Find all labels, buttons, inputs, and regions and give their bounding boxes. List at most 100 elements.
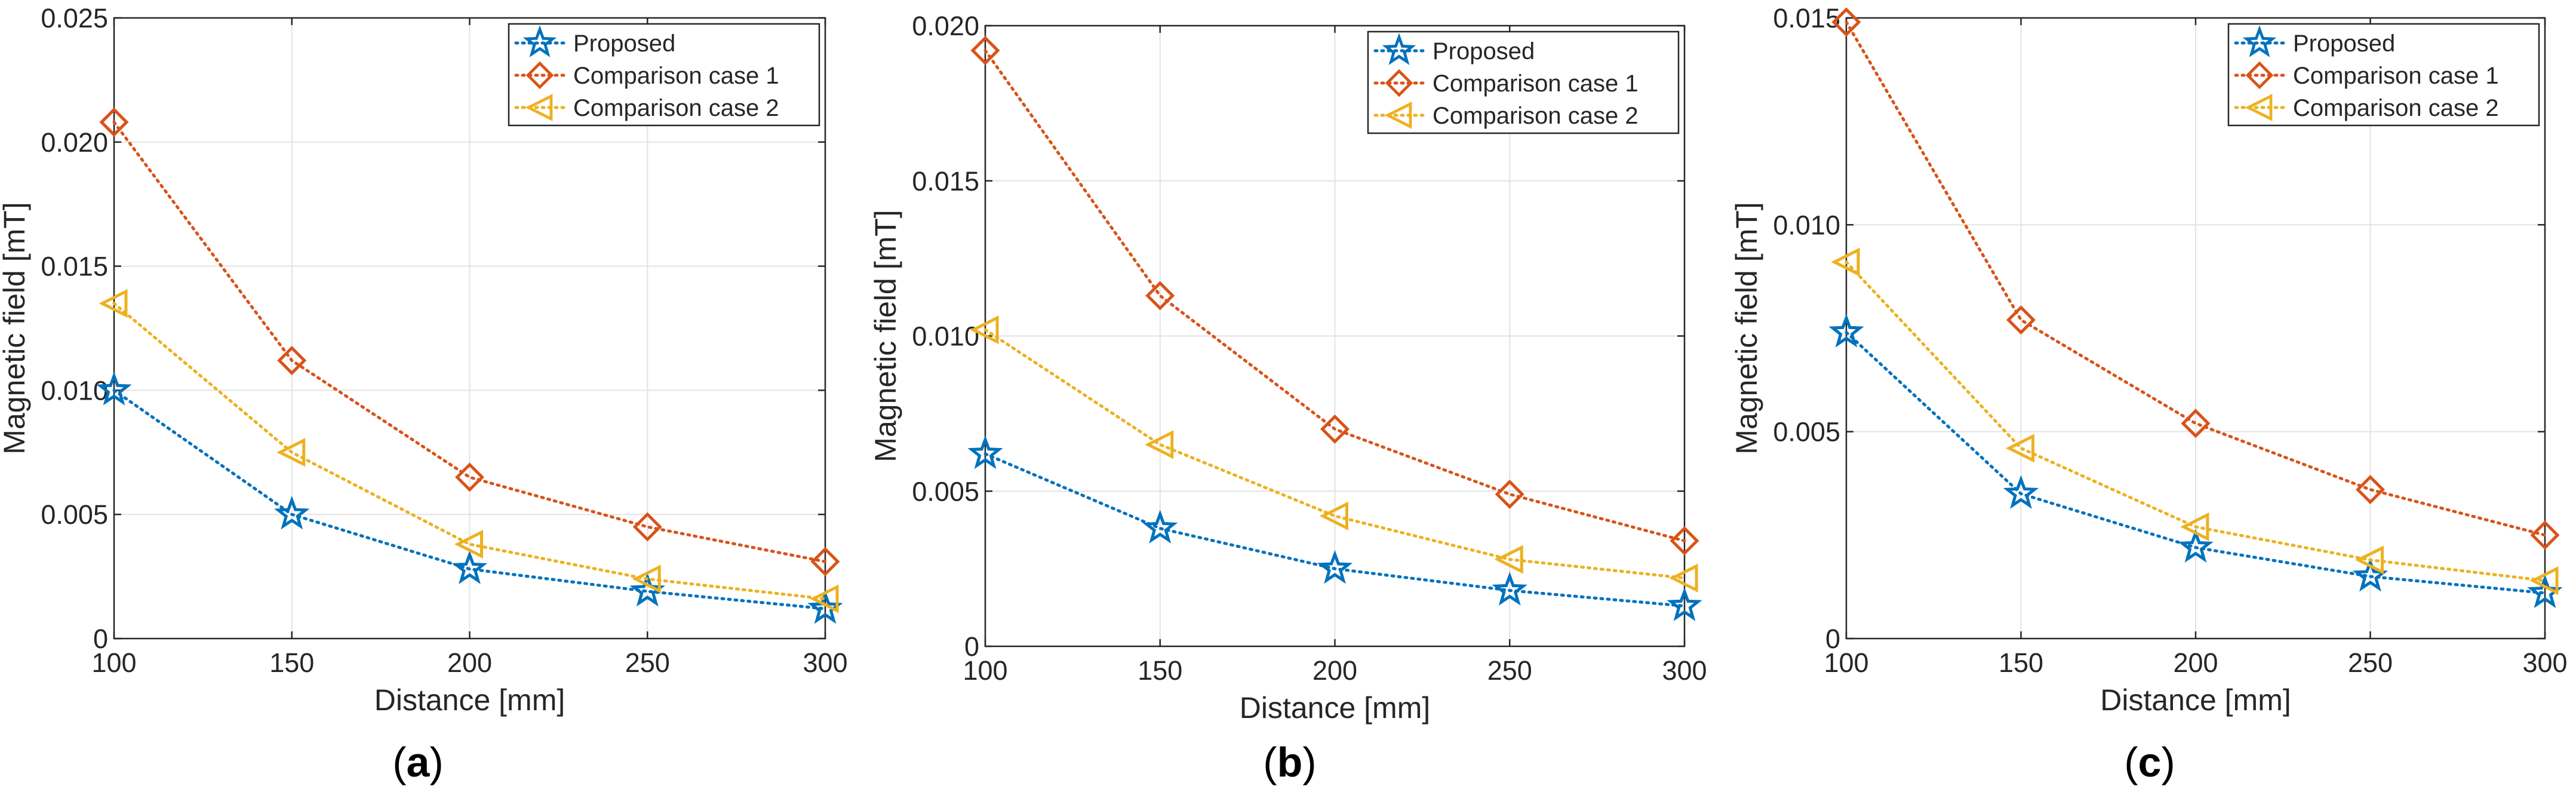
y-axis-label: Magnetic field [mT] bbox=[1730, 202, 1763, 454]
data-point-series-3 bbox=[810, 584, 839, 613]
data-point-series-3 bbox=[276, 438, 306, 467]
y-tick-label: 0.025 bbox=[41, 3, 108, 33]
y-tick-label: 0.015 bbox=[41, 251, 108, 282]
x-tick-label: 300 bbox=[803, 648, 847, 678]
x-tick-label: 100 bbox=[91, 648, 136, 678]
x-tick-label: 200 bbox=[447, 648, 492, 678]
figure-caption: (a) bbox=[392, 739, 444, 785]
data-point-series-1 bbox=[1667, 587, 1702, 621]
x-tick-label: 100 bbox=[1824, 648, 1868, 678]
x-axis-label: Distance [mm] bbox=[2100, 683, 2291, 717]
data-point-series-1 bbox=[2527, 574, 2563, 609]
y-axis-label: Magnetic field [mT] bbox=[0, 202, 31, 454]
legend-marker-3 bbox=[525, 94, 553, 121]
y-tick-label: 0.005 bbox=[1773, 417, 1840, 447]
y-tick-label: 0.005 bbox=[41, 499, 108, 530]
y-axis-label: Magnetic field [mT] bbox=[869, 210, 902, 462]
data-point-series-1 bbox=[451, 550, 488, 584]
x-tick-label: 200 bbox=[1312, 655, 1357, 686]
legend-label: Proposed bbox=[1433, 38, 1535, 65]
x-axis-label: Distance [mm] bbox=[1240, 691, 1431, 725]
x-tick-label: 250 bbox=[625, 648, 670, 678]
data-point-series-1 bbox=[967, 435, 1003, 470]
legend-label: Comparison case 2 bbox=[1433, 103, 1639, 129]
data-point-series-1 bbox=[1828, 314, 1864, 348]
data-point-series-2 bbox=[2355, 475, 2386, 505]
legend-marker-3 bbox=[1384, 102, 1412, 129]
data-point-series-2 bbox=[1145, 281, 1175, 311]
legend: Proposed Comparison case 1 Comparison case… bbox=[2227, 23, 2540, 127]
x-tick-label: 150 bbox=[1138, 655, 1182, 686]
legend-label: Proposed bbox=[2293, 30, 2395, 57]
x-tick-label: 100 bbox=[963, 655, 1007, 686]
series-line-1 bbox=[983, 452, 1686, 607]
y-tick-label: 0.010 bbox=[1773, 210, 1840, 240]
legend: Proposed Comparison case 1 Comparison case… bbox=[508, 23, 820, 127]
legend-label: Comparison case 2 bbox=[2293, 95, 2499, 121]
data-point-series-1 bbox=[629, 572, 665, 607]
x-tick-label: 250 bbox=[2348, 648, 2393, 678]
data-point-series-2 bbox=[2006, 305, 2036, 335]
data-point-series-2 bbox=[2530, 520, 2560, 550]
legend: Proposed Comparison case 1 Comparison case… bbox=[1367, 30, 1680, 134]
series-line-3 bbox=[112, 302, 827, 600]
x-axis-label: Distance [mm] bbox=[374, 683, 565, 717]
data-point-series-3 bbox=[1831, 247, 1860, 277]
data-point-series-2 bbox=[970, 36, 1000, 66]
series-line-2 bbox=[983, 49, 1686, 542]
data-point-series-2 bbox=[2181, 409, 2211, 438]
data-point-series-3 bbox=[970, 315, 999, 345]
data-point-series-2 bbox=[1831, 7, 1861, 37]
data-point-series-2 bbox=[277, 345, 307, 376]
series-line-2 bbox=[1845, 20, 2547, 537]
figure-caption: (c) bbox=[2124, 739, 2175, 785]
chart-panel-a: 100 150 200 250 300 0 0.005 0.010 0.015 0.020 0.02… bbox=[0, 3, 848, 785]
legend-label: Comparison case 2 bbox=[573, 95, 779, 121]
y-tick-label: 0.020 bbox=[912, 11, 979, 41]
data-point-series-2 bbox=[632, 512, 662, 542]
legend-box bbox=[508, 23, 820, 127]
y-tick-label: 0 bbox=[93, 624, 108, 654]
legend-marker-1 bbox=[522, 25, 557, 57]
x-tick-label: 150 bbox=[269, 648, 314, 678]
legend-box bbox=[1367, 30, 1680, 134]
legend-label: Proposed bbox=[573, 30, 675, 57]
legend-label: Comparison case 1 bbox=[2293, 63, 2499, 89]
y-tick-label: 0.015 bbox=[912, 166, 979, 197]
data-point-series-2 bbox=[99, 108, 129, 137]
x-tick-label: 250 bbox=[1487, 655, 1532, 686]
data-point-series-3 bbox=[454, 530, 483, 559]
data-point-series-3 bbox=[2354, 545, 2384, 575]
data-point-series-3 bbox=[2180, 512, 2209, 542]
legend-marker-2 bbox=[2245, 61, 2274, 90]
legend-marker-1 bbox=[1382, 33, 1416, 65]
data-point-series-3 bbox=[2005, 434, 2034, 463]
data-point-series-1 bbox=[2003, 475, 2039, 509]
data-point-series-3 bbox=[2529, 566, 2559, 596]
data-point-series-2 bbox=[1670, 526, 1699, 556]
data-point-series-1 bbox=[807, 590, 843, 624]
x-tick-label: 200 bbox=[2173, 648, 2218, 678]
data-point-series-2 bbox=[810, 547, 840, 576]
legend-box bbox=[2227, 23, 2540, 127]
y-tick-label: 0.010 bbox=[41, 375, 108, 406]
legend-label: Comparison case 1 bbox=[1433, 70, 1639, 97]
series-line-1 bbox=[1845, 330, 2547, 595]
y-tick-label: 0 bbox=[964, 631, 979, 662]
y-tick-label: 0 bbox=[1825, 624, 1840, 654]
data-point-series-3 bbox=[99, 289, 128, 318]
data-point-series-3 bbox=[632, 564, 661, 594]
x-tick-label: 300 bbox=[1662, 655, 1707, 686]
legend-marker-2 bbox=[1385, 69, 1413, 97]
x-tick-label: 300 bbox=[2522, 648, 2567, 678]
data-point-series-2 bbox=[454, 462, 485, 492]
y-tick-label: 0.015 bbox=[1773, 3, 1840, 33]
legend-marker-2 bbox=[525, 61, 554, 90]
data-point-series-1 bbox=[1492, 572, 1527, 606]
y-tick-label: 0.020 bbox=[41, 127, 108, 158]
data-point-series-1 bbox=[1142, 510, 1178, 544]
y-tick-label: 0.005 bbox=[912, 476, 979, 507]
data-point-series-3 bbox=[1145, 430, 1174, 459]
series-line-3 bbox=[983, 328, 1686, 580]
data-point-series-3 bbox=[1669, 563, 1698, 593]
